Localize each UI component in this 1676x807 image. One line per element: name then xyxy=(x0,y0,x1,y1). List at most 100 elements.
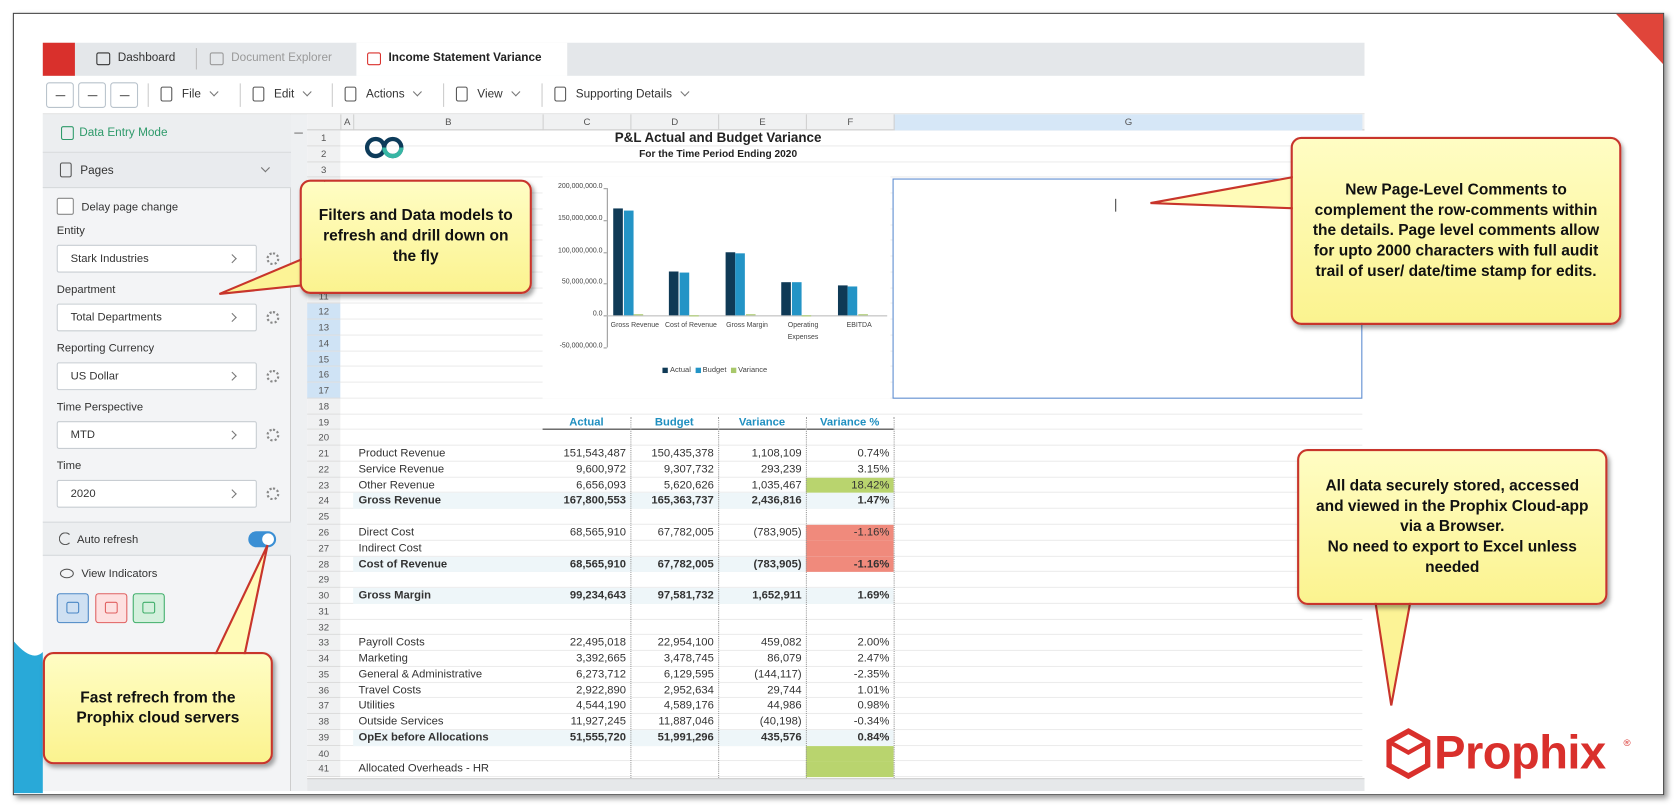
settings-icon[interactable] xyxy=(266,428,280,442)
bar xyxy=(745,314,756,316)
row-number[interactable]: 17 xyxy=(307,382,341,399)
row-number[interactable]: 19 xyxy=(307,414,341,431)
indicator-button[interactable] xyxy=(132,593,165,624)
row-number[interactable]: 27 xyxy=(307,540,341,557)
row-number[interactable]: 34 xyxy=(307,651,341,667)
row-label: Other Revenue xyxy=(358,478,435,492)
settings-icon[interactable] xyxy=(266,252,280,266)
column-header[interactable]: G xyxy=(893,114,1363,131)
row-number[interactable]: 21 xyxy=(307,445,341,462)
column-header[interactable]: B xyxy=(353,114,542,131)
nav-button[interactable] xyxy=(46,82,74,108)
filter-input[interactable]: Stark Industries xyxy=(56,244,257,273)
row-number[interactable]: 18 xyxy=(307,398,341,415)
row-number[interactable]: 2 xyxy=(307,146,341,162)
row-number[interactable]: 13 xyxy=(307,319,341,336)
filter-input[interactable]: Total Departments xyxy=(56,303,257,332)
row-label: Utilities xyxy=(358,699,395,713)
filter-input[interactable]: 2020 xyxy=(56,479,257,508)
tab-icon xyxy=(96,52,111,66)
row-number[interactable]: 12 xyxy=(307,303,341,320)
nav-button[interactable] xyxy=(78,82,106,108)
text-cursor xyxy=(1115,198,1117,212)
row-number[interactable]: 32 xyxy=(307,619,341,636)
toolbar-button[interactable]: Supporting Details xyxy=(554,83,704,107)
row-label: Allocated Overheads - HR xyxy=(358,762,490,776)
row-number[interactable]: 16 xyxy=(307,367,341,383)
tab-icon xyxy=(367,52,381,66)
toolbar-button[interactable]: Edit xyxy=(252,83,403,107)
row-number[interactable]: 36 xyxy=(307,682,341,699)
column-title: Budget xyxy=(630,414,719,431)
cell: 1,652,911 xyxy=(752,588,802,602)
column-header[interactable]: D xyxy=(630,114,718,131)
row-number[interactable]: 39 xyxy=(307,729,341,746)
row-number[interactable]: 40 xyxy=(307,745,341,762)
settings-icon[interactable] xyxy=(266,369,280,383)
row-number[interactable]: 26 xyxy=(307,524,341,541)
row-number[interactable]: 25 xyxy=(307,509,341,525)
cell-highlight xyxy=(805,761,894,778)
bar xyxy=(669,271,679,316)
bar xyxy=(623,210,634,316)
filter-input[interactable]: MTD xyxy=(56,421,257,449)
page-comment-box[interactable] xyxy=(892,178,1363,399)
checkbox[interactable] xyxy=(56,197,74,215)
cell: 151,543,487 xyxy=(563,447,627,460)
row-number[interactable]: 30 xyxy=(307,587,341,604)
row-number[interactable]: 38 xyxy=(307,714,341,730)
toolbar-button[interactable]: View xyxy=(455,83,606,107)
mode-label[interactable]: Data Entry Mode xyxy=(79,126,168,139)
cell: 22,495,018 xyxy=(569,636,627,650)
row-number[interactable]: 28 xyxy=(307,556,341,573)
toolbar-button[interactable]: Actions xyxy=(344,83,495,107)
row-number[interactable]: 33 xyxy=(307,635,341,652)
tab[interactable]: Dashboard xyxy=(86,43,193,76)
settings-icon[interactable] xyxy=(266,311,280,324)
tab[interactable]: Document Explorer xyxy=(199,43,355,76)
indicator-button[interactable] xyxy=(56,593,89,624)
column-header[interactable]: C xyxy=(542,114,631,131)
y-tick-label: 150,000,000.0 xyxy=(558,214,603,223)
row-number[interactable]: 20 xyxy=(307,430,341,446)
row-label: Payroll Costs xyxy=(358,636,425,650)
nav-arrow xyxy=(119,95,130,97)
column-header[interactable]: A xyxy=(340,114,353,131)
row-number[interactable]: 31 xyxy=(307,603,341,620)
toggle[interactable] xyxy=(248,531,277,548)
row-number[interactable]: 22 xyxy=(307,461,341,478)
x-tick-label: Gross Revenue xyxy=(610,321,660,330)
cell: (783,905) xyxy=(753,557,802,571)
indicator-button[interactable] xyxy=(95,593,128,624)
row-number[interactable]: 41 xyxy=(307,761,341,778)
column-header[interactable]: F xyxy=(805,114,894,131)
toolbar-label: Actions xyxy=(366,87,405,101)
row-number[interactable]: 24 xyxy=(307,493,341,510)
toolbar-label: Edit xyxy=(273,87,295,101)
cell: (144,117) xyxy=(754,667,802,681)
row-line xyxy=(340,444,1363,446)
row-number[interactable]: 35 xyxy=(307,666,341,683)
settings-icon[interactable] xyxy=(266,487,280,501)
row-label: Outside Services xyxy=(358,715,444,729)
indicator-icon xyxy=(66,601,80,614)
row-number[interactable]: 1 xyxy=(307,130,341,147)
column-header[interactable]: E xyxy=(718,114,806,131)
row-number[interactable]: 29 xyxy=(307,572,341,588)
toolbar-button[interactable]: File xyxy=(160,83,311,107)
tab[interactable]: Income Statement Variance xyxy=(356,42,568,76)
row-number[interactable]: 23 xyxy=(307,477,341,494)
cell: 0.84% xyxy=(857,730,890,744)
row-number[interactable]: 3 xyxy=(307,161,341,178)
row-number[interactable]: 14 xyxy=(307,335,341,352)
pages-bar[interactable] xyxy=(42,152,292,189)
app-logo xyxy=(42,42,75,76)
filter-input[interactable]: US Dollar xyxy=(56,362,257,391)
cell: 167,800,553 xyxy=(563,494,627,508)
nav-button[interactable] xyxy=(110,82,139,108)
row-number[interactable]: 37 xyxy=(307,698,341,715)
row-number[interactable]: 15 xyxy=(307,351,341,368)
filter-value: US Dollar xyxy=(70,369,119,383)
row-label: Indirect Cost xyxy=(358,541,422,555)
toolbar-icon xyxy=(344,86,357,102)
